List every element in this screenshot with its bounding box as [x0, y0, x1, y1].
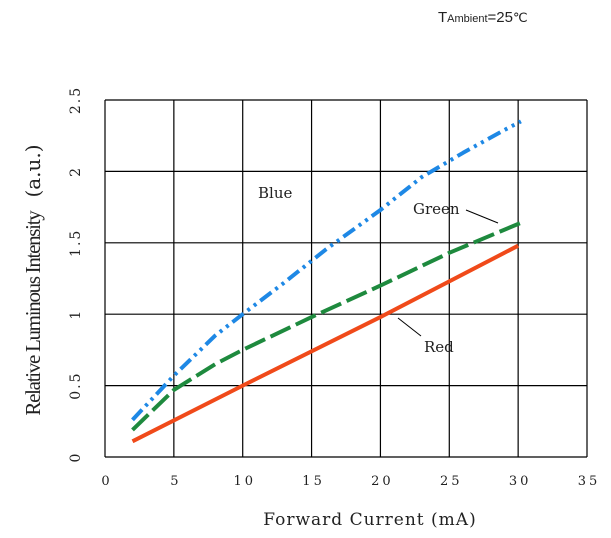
x-tick-label: 35	[578, 474, 601, 489]
series-line-blue	[131, 119, 522, 422]
y-axis-ticks: 0 0.5 1 1.5 2 2.5	[68, 86, 84, 463]
grid	[104, 99, 588, 458]
x-tick-label: 20	[371, 474, 394, 489]
x-tick-label: 5	[170, 474, 181, 489]
y-axis-title: Relative Luminous Intensity (a.u.)	[21, 144, 45, 415]
series-label-green: Green	[413, 200, 460, 218]
y-tick-label: 1.5	[68, 229, 84, 257]
condition-unit: ℃	[513, 10, 528, 25]
x-tick-label: 25	[440, 474, 463, 489]
y-tick-label: 2	[68, 166, 84, 177]
x-axis-ticks: 0 5 10 15 20 25 30 35	[101, 474, 601, 489]
x-tick-label: 0	[101, 474, 112, 489]
series-label-blue: Blue	[258, 184, 292, 202]
x-tick-label: 30	[509, 474, 532, 489]
leader-line-red	[397, 317, 422, 337]
y-tick-label: 0	[68, 452, 84, 463]
y-tick-label: 1	[68, 309, 84, 320]
x-tick-label: 15	[302, 474, 325, 489]
y-axis-unit: (a.u.)	[21, 144, 45, 197]
y-tick-label: 0.5	[68, 371, 84, 399]
x-axis-label: Forward Current (mA)	[263, 510, 476, 530]
leader-line-green	[465, 209, 499, 224]
x-tick-label: 10	[233, 474, 256, 489]
series-line-red	[131, 243, 520, 444]
series-lines	[131, 119, 522, 444]
series-line-green	[131, 220, 522, 432]
series-labels: Blue Green Red	[258, 184, 499, 356]
y-tick-label: 2.5	[68, 86, 84, 114]
condition-value: =25	[488, 9, 513, 26]
condition-symbol: T	[438, 9, 447, 26]
ambient-temperature-label: TAmbient=25℃	[438, 9, 528, 26]
y-axis-label: Relative Luminous Intensity	[21, 210, 45, 416]
series-label-red: Red	[424, 338, 454, 356]
condition-subscript: Ambient	[447, 13, 487, 25]
svg-text:Relative Luminous Intensity(a.: Relative Luminous Intensity (a.u.)	[21, 144, 45, 415]
